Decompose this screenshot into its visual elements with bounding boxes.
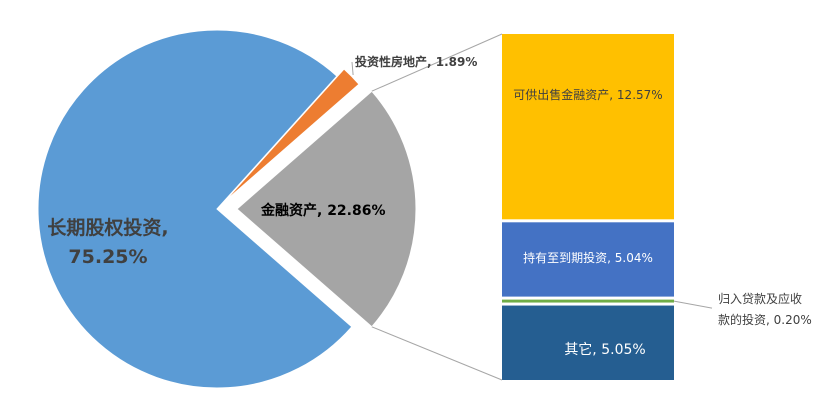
leader-loans-receivables <box>673 300 713 309</box>
pie-slices <box>37 29 417 389</box>
label-financial-assets: 金融资产, 22.86% <box>260 202 386 219</box>
connector-top <box>371 33 503 92</box>
bar-held-to-maturity <box>502 222 674 297</box>
label-available-for-sale: 可供出售金融资产, 12.57% <box>513 87 662 102</box>
slice-financial-assets <box>236 90 417 328</box>
slice-investment-real-estate <box>223 68 360 203</box>
leader-lines <box>351 33 713 381</box>
bar-segments <box>502 34 674 380</box>
connector-bottom <box>371 326 503 381</box>
leader-real-estate <box>351 61 354 76</box>
label-investment-real-estate: 投资性房地产, 1.89% <box>355 54 477 69</box>
label-loans-receivables-line1: 归入贷款及应收 <box>718 291 802 306</box>
label-long-term-equity: 长期股权投资, <box>47 216 168 239</box>
bar-other <box>502 305 674 380</box>
slice-long-term-equity <box>37 29 353 389</box>
bar-loans-receivables <box>502 299 674 303</box>
label-other: 其它, 5.05% <box>564 341 645 358</box>
label-loans-receivables-line2: 款的投资, 0.20% <box>718 312 812 327</box>
bar-available-for-sale <box>502 34 674 220</box>
label-held-to-maturity: 持有至到期投资, 5.04% <box>523 250 653 265</box>
label-long-term-equity-value: 75.25% <box>68 246 147 268</box>
